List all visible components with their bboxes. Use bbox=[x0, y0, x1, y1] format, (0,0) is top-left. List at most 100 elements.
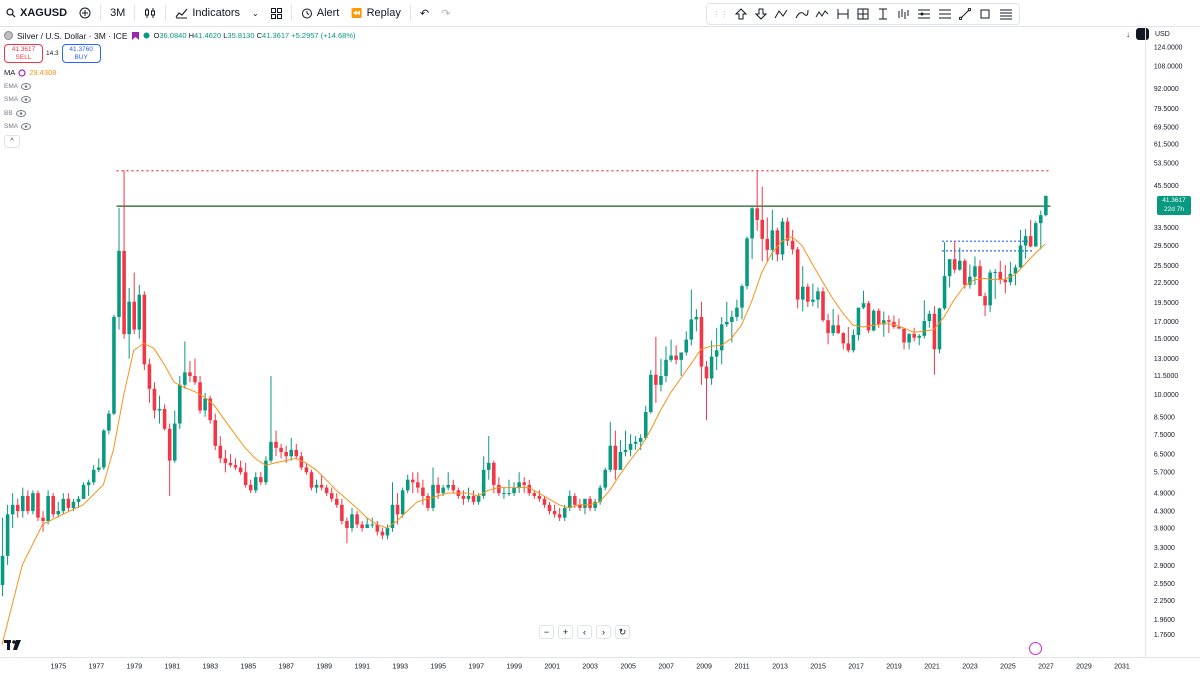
zigzag-icon[interactable] bbox=[813, 5, 831, 23]
candle-body bbox=[370, 524, 375, 526]
indicator-label: EMA bbox=[4, 82, 19, 90]
lightning-icon[interactable] bbox=[1029, 642, 1042, 655]
tradingview-logo[interactable] bbox=[4, 639, 22, 654]
reset-chart-button[interactable]: ↻ bbox=[615, 625, 630, 639]
price-axis[interactable]: 124.0000 108.0000 92.0000 79.5000 69.5000 61.… bbox=[1145, 27, 1200, 657]
candle-body bbox=[238, 467, 243, 473]
arrow-down-icon[interactable] bbox=[752, 5, 770, 23]
candle-body bbox=[912, 334, 916, 338]
replay-button[interactable]: ⏪ Replay bbox=[345, 0, 406, 27]
indicator-row-bb[interactable]: BB bbox=[4, 107, 355, 121]
time-axis-label: 2021 bbox=[924, 663, 940, 670]
candle-body bbox=[46, 495, 50, 522]
ma-indicator-row[interactable]: MA 29.4308 bbox=[4, 66, 355, 80]
price-axis-label: 11.5000 bbox=[1154, 373, 1178, 380]
time-axis-label: 2017 bbox=[848, 663, 864, 670]
collapse-legend-button[interactable]: ^ bbox=[4, 134, 20, 148]
pattern-icon[interactable] bbox=[772, 5, 790, 23]
candle-body bbox=[907, 334, 911, 343]
time-axis-label: 1993 bbox=[392, 663, 408, 670]
chart-type-button[interactable] bbox=[138, 0, 162, 27]
undo-button[interactable]: ↶ bbox=[414, 0, 435, 27]
candle-body bbox=[831, 325, 835, 334]
candle-body bbox=[441, 487, 445, 494]
drag-handle-icon[interactable]: ⋮⋮ bbox=[712, 9, 729, 19]
bookmark-icon[interactable] bbox=[131, 31, 139, 40]
price-range-icon[interactable] bbox=[935, 5, 953, 23]
candle-body bbox=[947, 259, 952, 277]
indicator-row-sma-2[interactable]: SMA bbox=[4, 120, 355, 134]
time-axis[interactable]: 1975 1977 1979 1981 1983 1985 1987 1989 1991 1993… bbox=[0, 657, 1200, 673]
candle-body bbox=[724, 321, 729, 325]
divider bbox=[100, 5, 102, 21]
indicator-row-ema[interactable]: EMA bbox=[4, 80, 355, 94]
candle-body bbox=[248, 484, 253, 491]
time-axis-label: 2025 bbox=[1000, 663, 1016, 670]
candle-body bbox=[329, 493, 334, 499]
eye-icon[interactable] bbox=[15, 109, 26, 117]
bars-icon[interactable] bbox=[895, 5, 913, 23]
zoom-out-button[interactable]: − bbox=[539, 625, 554, 639]
text-cursor-icon[interactable] bbox=[874, 5, 892, 23]
price-chart[interactable] bbox=[0, 27, 1145, 657]
time-axis-label: 1975 bbox=[51, 663, 67, 670]
indicator-row-sma[interactable]: SMA bbox=[4, 93, 355, 107]
fib-icon[interactable] bbox=[854, 5, 872, 23]
candle-body bbox=[476, 495, 481, 502]
interval-button[interactable]: 3M bbox=[104, 0, 131, 27]
eye-icon[interactable] bbox=[21, 123, 32, 131]
compare-button[interactable] bbox=[73, 0, 97, 27]
candle-body bbox=[0, 555, 5, 586]
candle-body bbox=[294, 449, 299, 457]
scroll-left-button[interactable]: ‹ bbox=[577, 625, 592, 639]
redo-icon: ↷ bbox=[441, 7, 451, 20]
alert-button[interactable]: Alert bbox=[295, 0, 346, 27]
arrow-up-icon[interactable] bbox=[731, 5, 749, 23]
brush-icon[interactable] bbox=[793, 5, 811, 23]
candle-body bbox=[649, 374, 653, 413]
candle-body bbox=[147, 364, 152, 389]
zoom-in-button[interactable]: + bbox=[558, 625, 573, 639]
sell-button[interactable]: 41.3617 SELL bbox=[4, 44, 43, 63]
ohlc-values: O36.0840 H41.4620 L35.8130 C41.3617 +5.2… bbox=[153, 31, 356, 40]
candle-body bbox=[689, 319, 694, 340]
arrow-down-icon[interactable]: ↓ bbox=[1126, 29, 1130, 39]
candle-body bbox=[593, 501, 597, 508]
buy-button[interactable]: 41.3760 BUY bbox=[61, 44, 101, 63]
time-axis-label: 1999 bbox=[506, 663, 522, 670]
sell-label: SELL bbox=[15, 54, 32, 61]
bar-countdown: 22d 7h bbox=[1164, 205, 1184, 213]
scroll-right-button[interactable]: › bbox=[596, 625, 611, 639]
candle-body bbox=[223, 458, 228, 463]
candle-body bbox=[259, 477, 263, 483]
indicators-label: Indicators bbox=[192, 7, 241, 19]
buy-price: 41.3760 bbox=[69, 46, 93, 53]
layouts-button[interactable] bbox=[265, 0, 288, 27]
candle-body bbox=[486, 462, 491, 470]
time-axis-label: 2027 bbox=[1038, 663, 1054, 670]
candle-body bbox=[932, 313, 937, 350]
candle-body bbox=[1008, 273, 1013, 283]
trend-line-icon[interactable] bbox=[956, 5, 974, 23]
time-axis-label: 1989 bbox=[316, 663, 332, 670]
candle-body bbox=[719, 324, 724, 351]
candle-body bbox=[578, 504, 582, 508]
currency-label[interactable]: USD bbox=[1155, 30, 1170, 38]
symbol-search[interactable]: XAGUSD bbox=[0, 0, 73, 27]
eye-icon[interactable] bbox=[21, 96, 32, 104]
position-icon[interactable] bbox=[915, 5, 933, 23]
redo-button[interactable]: ↷ bbox=[435, 0, 456, 27]
candle-body bbox=[117, 250, 121, 317]
eye-icon[interactable] bbox=[21, 82, 32, 90]
date-range-icon[interactable] bbox=[833, 5, 851, 23]
indicators-button[interactable]: Indicators ⌄ bbox=[169, 0, 264, 27]
rectangle-icon[interactable] bbox=[976, 5, 994, 23]
time-axis-label: 2031 bbox=[1114, 663, 1130, 670]
candle-body bbox=[942, 276, 947, 309]
lines-icon[interactable] bbox=[997, 5, 1015, 23]
candle-body bbox=[740, 286, 744, 308]
candle-body bbox=[730, 316, 734, 322]
chevron-down-icon: ⌄ bbox=[252, 8, 259, 18]
candle-body bbox=[811, 299, 815, 302]
replay-label: Replay bbox=[366, 7, 401, 19]
